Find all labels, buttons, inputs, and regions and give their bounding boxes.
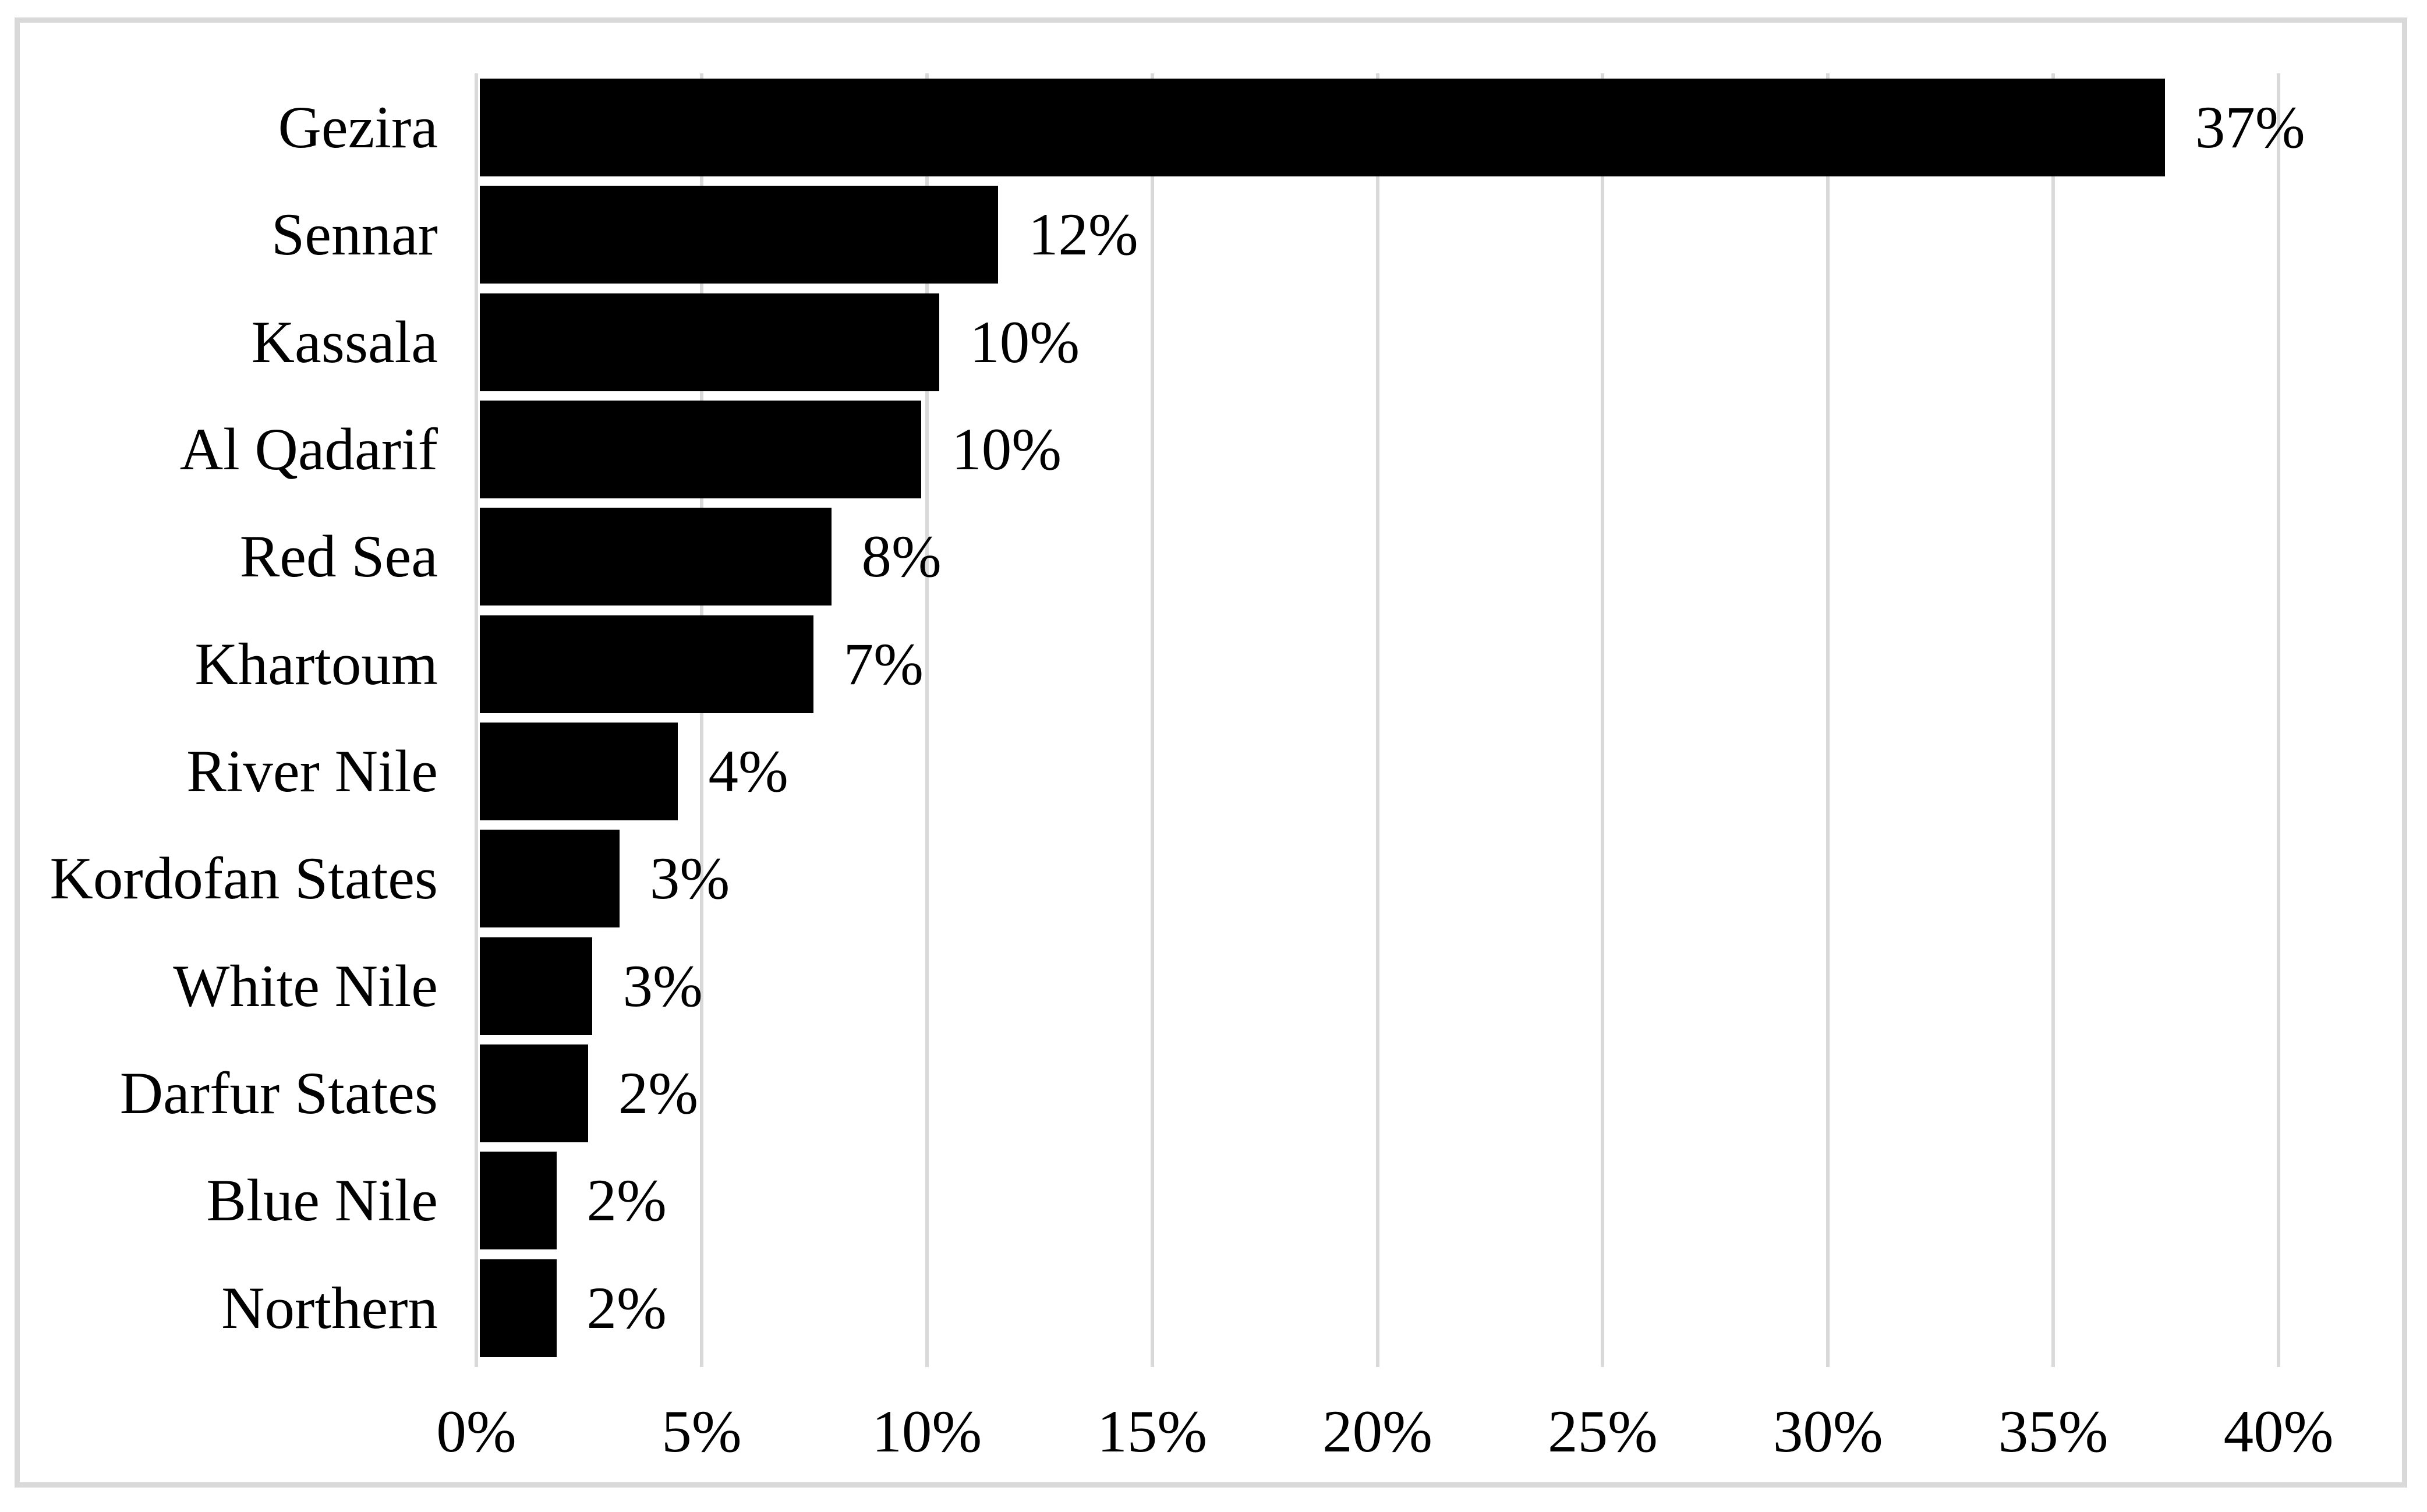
category-label-khartoum: Khartoum [194,631,438,697]
x-tick-25pct: 25% [1547,1398,1658,1465]
value-label-sennar: 12% [1028,201,1138,268]
value-label-kordofan-states: 3% [649,845,730,912]
gridline-15pct [1150,73,1154,1367]
bar-red-sea [480,508,832,606]
category-label-al-qadarif: Al Qadarif [179,416,438,483]
value-label-darfur-states: 2% [618,1060,698,1127]
value-label-blue-nile: 2% [586,1167,667,1234]
category-label-darfur-states: Darfur States [119,1060,438,1127]
gridline-40pct [2277,73,2280,1367]
bar-kassala [480,293,940,391]
gridline-35pct [2051,73,2055,1367]
category-label-kordofan-states: Kordofan States [49,845,438,912]
gridline-25pct [1601,73,1605,1367]
bar-khartoum [480,615,813,713]
category-label-northern: Northern [221,1274,438,1341]
x-tick-10pct: 10% [872,1398,982,1465]
bar-northern [480,1259,557,1357]
category-label-river-nile: River Nile [186,738,438,805]
category-label-blue-nile: Blue Nile [206,1167,438,1234]
x-tick-5pct: 5% [661,1398,742,1465]
category-label-kassala: Kassala [251,309,438,376]
value-label-white-nile: 3% [622,952,703,1019]
bar-gezira [480,79,2165,176]
x-tick-40pct: 40% [2223,1398,2334,1465]
value-label-red-sea: 8% [861,523,942,590]
x-tick-20pct: 20% [1322,1398,1432,1465]
value-label-al-qadarif: 10% [951,416,1062,483]
value-label-northern: 2% [586,1274,667,1341]
value-label-river-nile: 4% [708,738,788,805]
bar-blue-nile [480,1152,557,1250]
bar-al-qadarif [480,400,922,498]
bar-kordofan-states [480,830,620,928]
bar-darfur-states [480,1044,588,1142]
x-tick-0pct: 0% [436,1398,516,1465]
category-label-white-nile: White Nile [173,952,438,1019]
x-tick-30pct: 30% [1773,1398,1883,1465]
x-tick-35pct: 35% [1998,1398,2108,1465]
gridline-0pct [475,73,478,1367]
value-label-gezira: 37% [2195,94,2305,161]
gridline-30pct [1826,73,1830,1367]
x-tick-15pct: 15% [1097,1398,1208,1465]
gridline-5pct [699,73,703,1367]
value-label-khartoum: 7% [843,631,924,697]
bar-river-nile [480,722,678,820]
gridline-10pct [925,73,929,1367]
chart-border-frame [15,17,2407,1488]
category-label-red-sea: Red Sea [239,523,438,590]
value-label-kassala: 10% [970,309,1080,376]
category-label-sennar: Sennar [271,201,438,268]
category-label-gezira: Gezira [278,94,438,161]
bar-sennar [480,186,998,284]
bar-white-nile [480,937,593,1035]
gridline-20pct [1375,73,1379,1367]
